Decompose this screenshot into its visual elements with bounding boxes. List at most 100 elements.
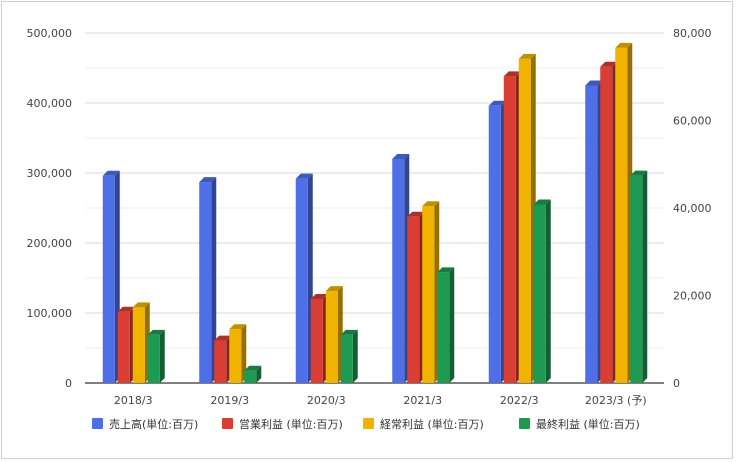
bar-front: [325, 291, 338, 383]
bar-front: [630, 175, 643, 383]
left-axis-tick-label: 200,000: [27, 237, 73, 250]
legend-swatch: [363, 418, 374, 429]
legend-label: 最終利益 (単位:百万): [536, 417, 640, 431]
bar-top: [518, 53, 536, 59]
legend-label: 営業利益 (単位:百万): [239, 417, 343, 431]
bar-top: [392, 154, 410, 159]
bar-top: [503, 71, 521, 77]
right-axis-tick-label: 60,000: [673, 115, 712, 128]
legend-swatch: [222, 418, 233, 429]
legend-item: 最終利益 (単位:百万): [519, 417, 640, 431]
bar-front: [533, 204, 546, 383]
bar: [147, 329, 165, 383]
bar-top: [615, 42, 633, 48]
x-axis: 2018/3 2019/3 2020/3 2021/3 2022/3 2023/3 (予): [114, 394, 647, 407]
bar-top: [147, 329, 165, 335]
bar-front: [437, 272, 450, 383]
x-tick-label: 2020/3: [307, 394, 346, 407]
legend-swatch: [519, 418, 530, 429]
bar: [229, 324, 247, 383]
bar-side: [241, 324, 247, 383]
bar-front: [132, 307, 145, 383]
bar-top: [117, 306, 135, 312]
bar-top: [132, 302, 150, 308]
bar-front: [229, 329, 242, 383]
bar-top: [295, 173, 313, 179]
bar-front: [518, 58, 531, 383]
bar: [422, 201, 440, 383]
bar-front: [340, 334, 353, 383]
bar: [295, 173, 313, 383]
bar-top: [229, 324, 247, 330]
right-axis-tick-label: 0: [673, 377, 680, 390]
bar-front: [422, 206, 435, 383]
bar: [503, 71, 521, 383]
bar-front: [488, 105, 501, 384]
bar-front: [147, 334, 160, 383]
bar: [392, 154, 410, 383]
bar: [310, 294, 328, 383]
bar: [600, 61, 618, 383]
bar: [102, 170, 120, 383]
left-axis-tick-label: 100,000: [27, 307, 73, 320]
legend-swatch: [92, 418, 103, 429]
left-axis: 0 100,000 200,000 300,000 400,000 500,000: [27, 27, 73, 390]
bar-front: [600, 66, 613, 383]
bar-side: [449, 267, 455, 383]
bar: [585, 80, 603, 383]
bar: [214, 335, 232, 383]
gridlines: [85, 32, 664, 384]
bar-side: [642, 170, 648, 383]
bar-side: [256, 365, 262, 383]
bar-front: [214, 340, 227, 383]
x-tick-label: 2023/3 (予): [585, 394, 647, 407]
legend: 売上高(単位:百万) 営業利益 (単位:百万) 経常利益 (単位:百万) 最終利益 (…: [92, 417, 640, 431]
bar: [244, 365, 262, 383]
bar-front: [199, 182, 212, 383]
bar-top: [585, 80, 603, 86]
bar: [488, 100, 506, 384]
bar-side: [211, 177, 217, 383]
bar-top: [325, 286, 343, 292]
bar-front: [295, 178, 308, 383]
bar-top: [310, 294, 328, 299]
right-axis-tick-label: 80,000: [673, 27, 712, 40]
right-axis-tick-label: 20,000: [673, 290, 712, 303]
bar-front: [585, 85, 598, 383]
right-axis: 0 20,000 40,000 60,000 80,000: [673, 27, 712, 390]
legend-item: 売上高(単位:百万): [92, 417, 198, 431]
legend-item: 経常利益 (単位:百万): [363, 417, 484, 431]
legend-label: 売上高(単位:百万): [109, 417, 198, 431]
bar-top: [214, 335, 232, 341]
bar-top: [437, 267, 455, 273]
left-axis-tick-label: 400,000: [27, 97, 73, 110]
left-axis-tick-label: 300,000: [27, 167, 73, 180]
bar-top: [533, 199, 551, 205]
bar-top: [422, 201, 440, 207]
bar: [325, 286, 343, 383]
x-tick-label: 2022/3: [500, 394, 539, 407]
right-axis-tick-label: 40,000: [673, 202, 712, 215]
bar-side: [352, 329, 358, 383]
bar: [117, 306, 135, 383]
left-axis-tick-label: 500,000: [27, 27, 73, 40]
legend-item: 営業利益 (単位:百万): [222, 417, 343, 431]
bar-front: [392, 159, 405, 383]
bar-front: [407, 216, 420, 383]
bar-side: [545, 199, 551, 383]
bar-front: [102, 175, 115, 383]
left-axis-tick-label: 0: [65, 377, 72, 390]
bar-top: [630, 170, 648, 176]
bars: [102, 42, 648, 384]
bar: [199, 177, 217, 383]
bar: [437, 267, 455, 383]
x-tick-label: 2021/3: [403, 394, 442, 407]
bar: [615, 42, 633, 383]
bar: [630, 170, 648, 383]
bar: [533, 199, 551, 383]
x-tick-label: 2018/3: [114, 394, 153, 407]
x-tick-label: 2019/3: [210, 394, 249, 407]
bar-top: [340, 329, 358, 335]
bar-top: [600, 61, 618, 67]
